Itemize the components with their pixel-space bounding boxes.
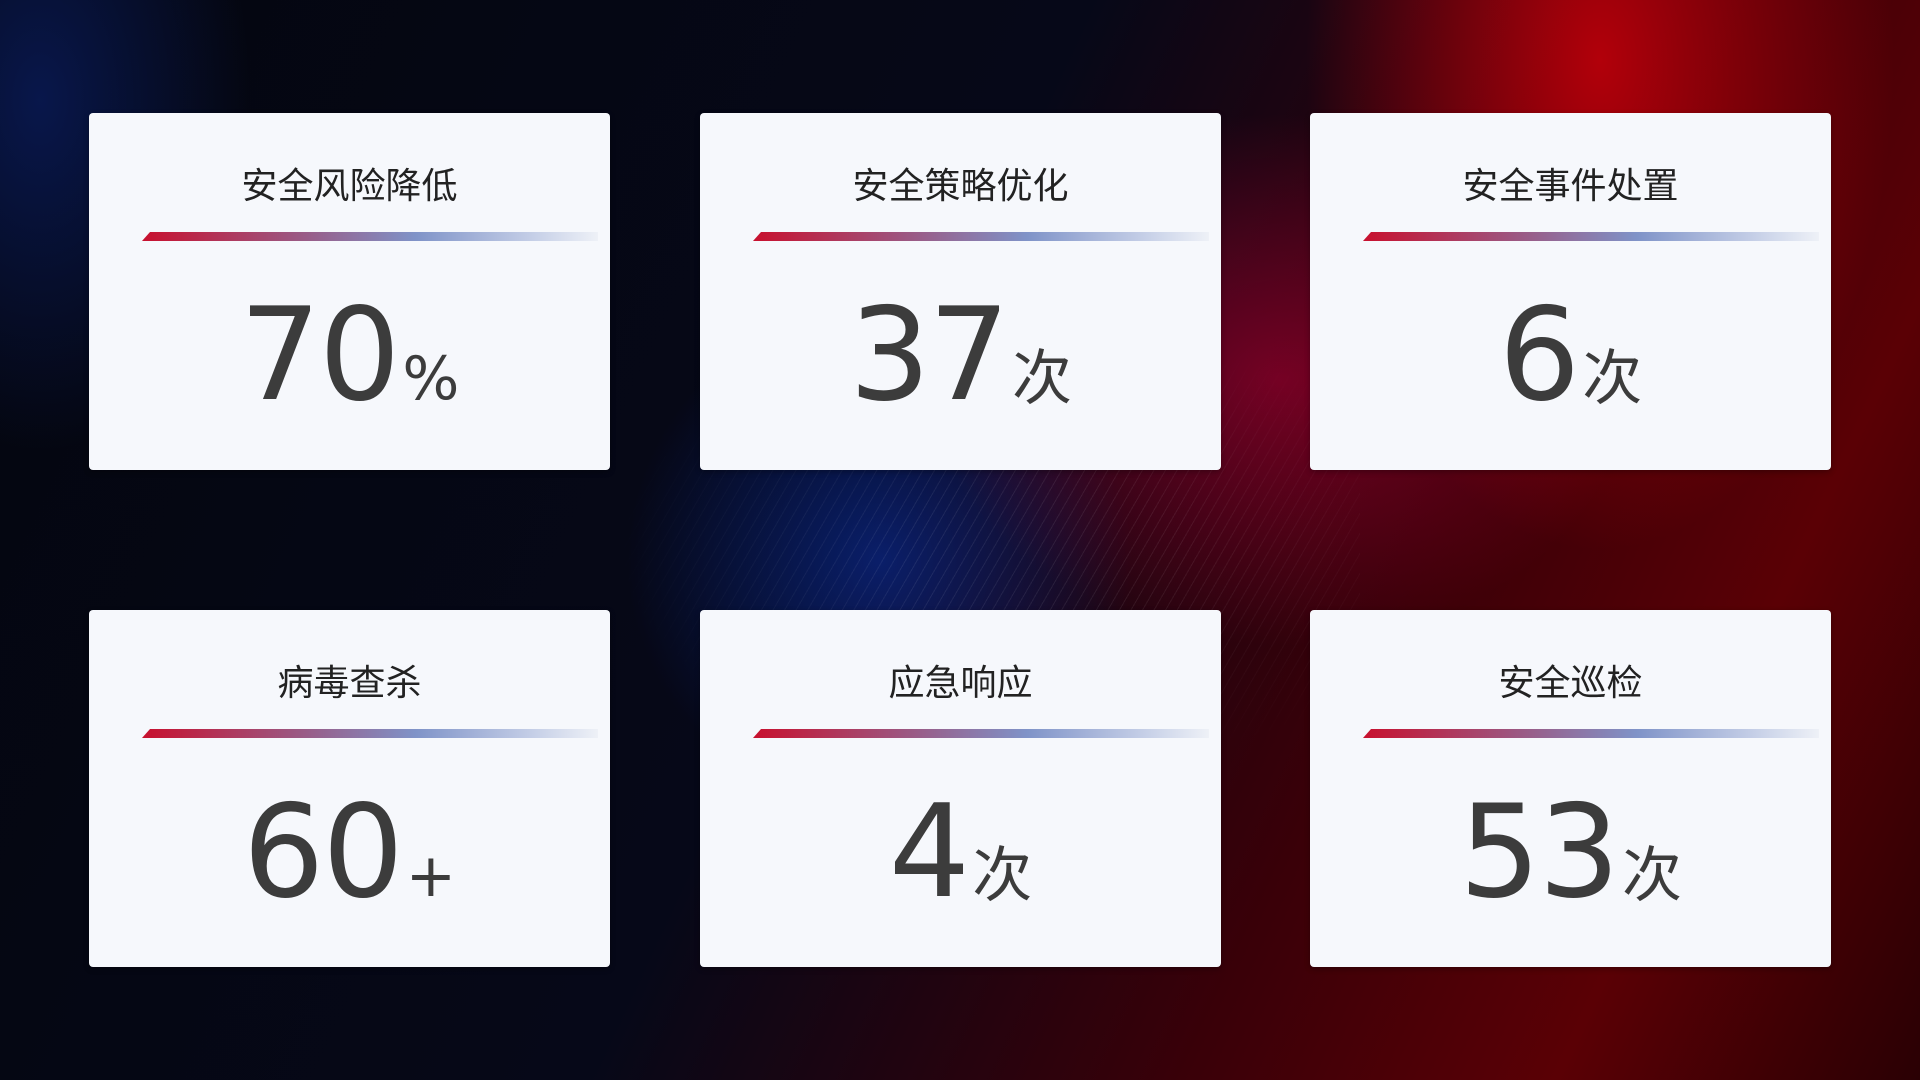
stat-unit: 次 [1011,344,1072,414]
stat-title: 病毒查杀 [277,663,422,704]
stat-value: 60+ [89,778,610,927]
stat-card: 应急响应 4次 [700,610,1221,967]
stat-number: 37 [849,281,1010,430]
gradient-divider [753,729,1209,738]
stat-card: 病毒查杀 60+ [89,610,610,967]
gradient-divider [142,729,598,738]
stat-number: 60 [242,778,404,927]
stat-value: 70% [89,281,610,430]
stat-title: 安全策略优化 [852,166,1069,207]
gradient-divider [142,232,598,241]
stat-unit: % [402,344,460,414]
gradient-divider [753,232,1209,241]
stat-number: 6 [1498,281,1580,430]
stat-unit: 次 [972,841,1033,911]
stat-title: 安全风险降低 [241,166,458,207]
stat-number: 53 [1459,778,1620,927]
stat-title: 安全事件处置 [1462,166,1679,207]
stat-number: 70 [239,281,401,430]
stat-card: 安全风险降低 70% [89,113,610,470]
stat-title: 应急响应 [888,663,1033,704]
stat-value: 37次 [700,281,1221,430]
stat-unit: 次 [1621,841,1682,911]
stat-unit: 次 [1582,344,1643,414]
gradient-divider [1363,232,1819,241]
gradient-divider [1363,729,1819,738]
stat-card: 安全策略优化 37次 [700,113,1221,470]
stat-title: 安全巡检 [1498,663,1643,704]
stat-card: 安全事件处置 6次 [1310,113,1831,470]
stat-unit: + [405,841,457,911]
stat-number: 4 [888,778,970,927]
stat-value: 53次 [1310,778,1831,927]
stat-value: 6次 [1310,281,1831,430]
stat-value: 4次 [700,778,1221,927]
stat-card: 安全巡检 53次 [1310,610,1831,967]
